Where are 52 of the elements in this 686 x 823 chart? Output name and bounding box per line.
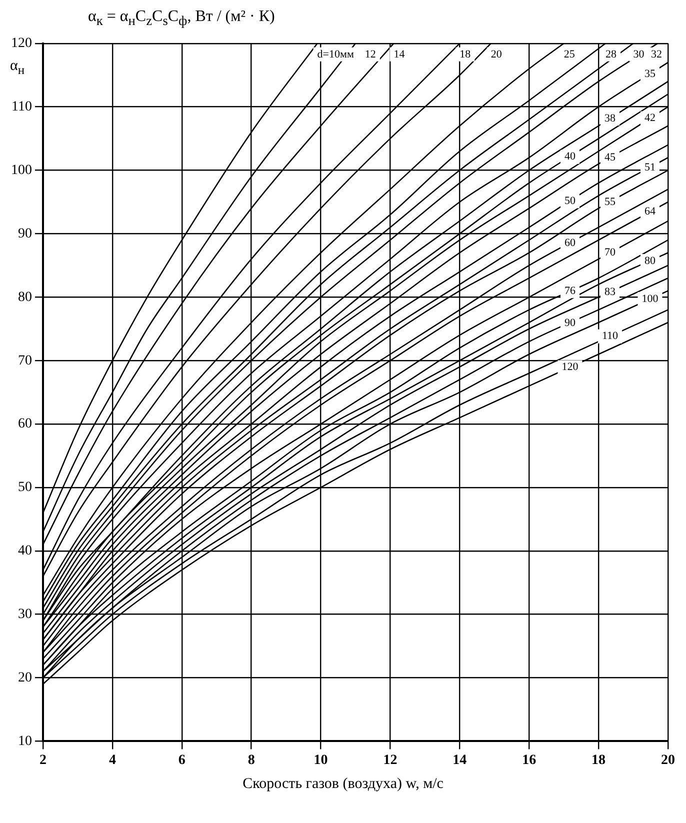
series-label: 20 [490, 48, 502, 60]
series-label: 18 [460, 48, 472, 60]
x-tick-label: 8 [248, 753, 255, 768]
series-label: 80 [644, 254, 656, 267]
series-label: 42 [644, 112, 656, 124]
chart-title: α$_{к}$ = α$_{н}$C$_{z}$C$_{s}$C$_{ф}$, Вт / (м² · К) [88, 8, 275, 28]
x-tick-label: 10 [314, 753, 328, 768]
x-tick-label: 20 [661, 753, 675, 768]
y-tick-label: 80 [18, 290, 32, 305]
y-tick-label: 20 [18, 670, 32, 686]
y-tick-label: 30 [18, 607, 32, 622]
x-tick-label: 14 [452, 753, 467, 768]
series-label: 25 [564, 48, 576, 60]
y-tick-label: 60 [18, 416, 32, 432]
series-label: 70 [604, 246, 616, 259]
series-label: 28 [606, 48, 617, 60]
series-label: 38 [604, 112, 616, 124]
series-label: 50 [564, 195, 576, 208]
y-tick-label: 120 [11, 36, 32, 52]
series-label: 35 [644, 68, 656, 80]
series-label: 45 [604, 152, 616, 164]
y-tick-label: 90 [18, 226, 32, 242]
y-tick-label: 70 [18, 353, 32, 368]
x-tick-label: 6 [178, 753, 186, 768]
y-axis-title: α$_{н}$ [10, 58, 25, 78]
series-label: 83 [604, 286, 616, 298]
y-tick-label: 100 [11, 162, 32, 178]
series-label: 14 [394, 48, 406, 60]
series-label: 60 [564, 236, 576, 249]
series-label: 55 [604, 196, 616, 208]
series-label: d=10мм [317, 48, 354, 60]
series-label: 40 [564, 150, 576, 163]
y-tick-label: 40 [18, 544, 32, 559]
series-label: 51 [644, 161, 656, 174]
x-tick-label: 12 [383, 753, 398, 768]
x-axis-title: Скорость газов (воздуха) w, м/с [242, 776, 444, 793]
series-label: 32 [651, 48, 662, 60]
y-tick-label: 110 [12, 100, 32, 115]
series-label: 64 [644, 206, 656, 218]
x-tick-label: 16 [522, 753, 536, 768]
y-tick-label: 10 [18, 734, 32, 749]
series-label: 12 [364, 48, 376, 60]
x-tick-label: 2 [40, 753, 46, 768]
y-tick-label: 50 [18, 480, 32, 496]
series-label: 120 [562, 361, 579, 374]
series-label: 90 [564, 316, 576, 329]
x-tick-label: 4 [108, 753, 116, 768]
series-label: 100 [642, 292, 659, 305]
series-label: 110 [602, 330, 619, 342]
series-label: 76 [564, 285, 576, 298]
series-label: 30 [633, 48, 645, 60]
x-tick-label: 18 [592, 753, 606, 768]
